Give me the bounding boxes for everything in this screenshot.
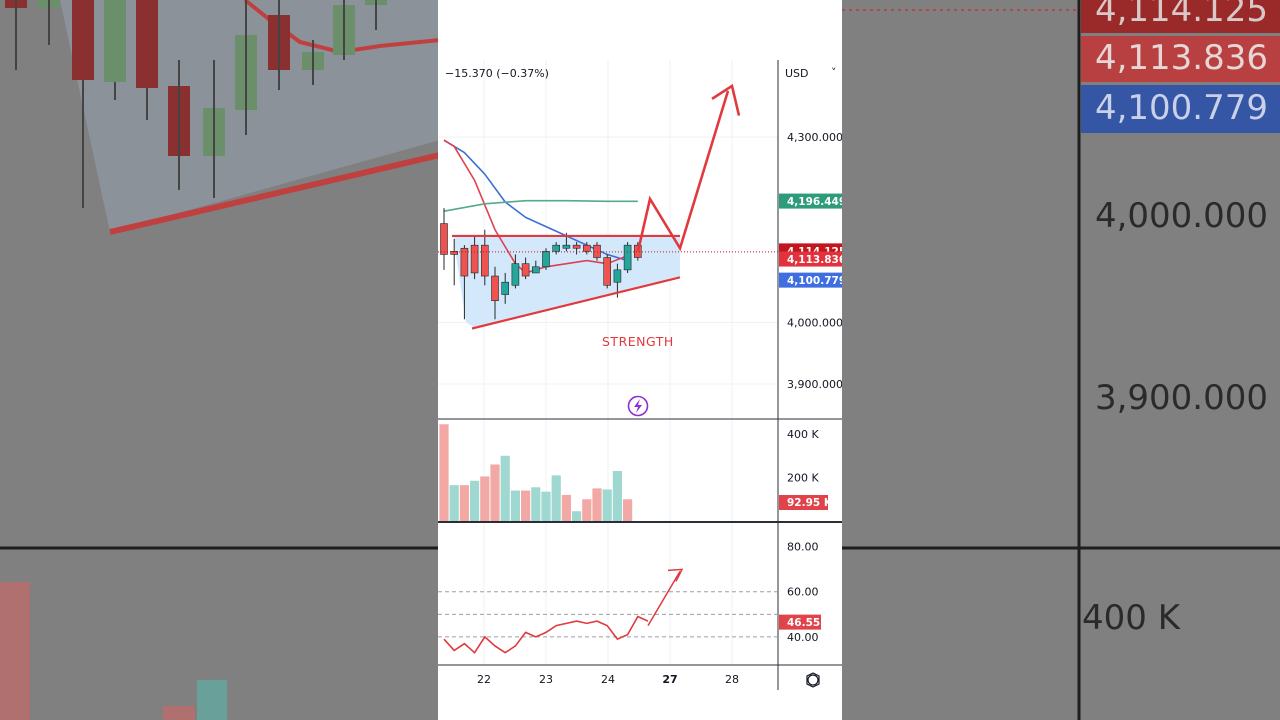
candle-body (532, 266, 540, 274)
gear-icon[interactable] (806, 672, 820, 688)
oscillator-projection (647, 571, 681, 626)
oscillator-tag-label: 46.55 (787, 617, 820, 629)
bg-axis-label-2: 3,900.000 (1094, 378, 1268, 418)
candle-body (450, 251, 458, 255)
candle-body (521, 263, 530, 277)
background-candles (5, 0, 387, 208)
price-tag-label: 4,113.836 (787, 254, 842, 266)
strength-annotation: STRENGTH (602, 334, 674, 349)
volume-bar (490, 464, 500, 521)
volume-bar (510, 490, 520, 521)
candle-body (460, 247, 469, 277)
price-tag (779, 251, 842, 267)
candle-body (562, 244, 571, 249)
candle-body (491, 275, 499, 302)
bg-price-label-3: 4,100.779 (1094, 88, 1268, 128)
price-tick-label: 3,900.000 (787, 378, 842, 391)
bg-volume-axis-label: 400 K (1082, 598, 1180, 638)
candle-body (480, 244, 489, 277)
arrowhead (711, 83, 741, 116)
candle-body (552, 244, 560, 252)
bg-axis-label-1: 4,000.000 (1094, 196, 1268, 236)
volume-tag (779, 495, 828, 510)
volume-bar (439, 424, 449, 521)
candle-body (634, 244, 642, 258)
x-tick-label: 28 (725, 673, 739, 686)
volume-bar (541, 491, 551, 521)
candle-body (542, 251, 550, 268)
candle-body (501, 281, 510, 295)
volume-tick-label: 200 K (787, 472, 819, 485)
currency-label: USD (785, 67, 809, 80)
oscillator-tag (779, 614, 821, 630)
candle-body (613, 269, 622, 283)
chart-panel[interactable]: −15.370 (−0.37%) USD ˅ STRENGTH 4,300.000 4,0… (438, 0, 842, 720)
volume-bar (612, 471, 622, 521)
candle-body (603, 257, 611, 286)
oscillator-tick-label: 60.00 (787, 586, 819, 599)
moving-average-line (443, 199, 638, 213)
candle-body (572, 244, 581, 249)
volume-tick-label: 400 K (787, 428, 819, 441)
oscillator-arrowhead (667, 568, 684, 582)
x-tick-label: 23 (539, 673, 553, 686)
gear-ring (807, 674, 819, 686)
volume-bar (623, 499, 633, 521)
volume-bar (459, 485, 469, 521)
candle-body (593, 244, 601, 258)
volume-tag-label: 92.95 K (787, 497, 833, 509)
volume-bar (531, 487, 541, 521)
candle-body (583, 244, 591, 252)
volume-bar (470, 480, 480, 521)
projection-arrow (636, 90, 730, 252)
volume-bar (561, 494, 571, 521)
bg-price-label-1: 4,114.125 (1094, 0, 1268, 30)
candle-body (440, 223, 448, 255)
volume-bar (521, 490, 531, 521)
x-tick-label: 22 (477, 673, 491, 686)
price-tag (779, 272, 842, 288)
volume-bar (582, 499, 592, 521)
price-tag (779, 193, 842, 209)
price-tag-label: 4,196.449 (787, 196, 842, 208)
volume-bar (551, 475, 561, 521)
x-tick-label: 24 (601, 673, 615, 686)
volume-bar (480, 476, 490, 521)
support-trendline (471, 276, 681, 330)
chevron-down-icon: ˅ (831, 66, 837, 79)
candle-body (511, 263, 520, 286)
price-tick-label: 4,300.000 (787, 131, 842, 144)
oscillator-line (443, 615, 649, 654)
volume-bar (572, 511, 582, 521)
bg-price-label-2: 4,113.836 (1094, 38, 1268, 78)
volume-bar (602, 489, 612, 521)
candle-body (623, 244, 632, 271)
price-tag-label: 4,100.779 (787, 275, 842, 287)
change-readout: −15.370 (−0.37%) (445, 67, 549, 80)
gear-outline (806, 672, 820, 688)
oscillator-tick-label: 40.00 (787, 631, 819, 644)
oscillator-tick-label: 80.00 (787, 541, 819, 554)
lightning-bolt (634, 399, 642, 413)
volume-bar (500, 455, 510, 521)
price-tick-label: 4,000.000 (787, 316, 842, 329)
x-tick-label: 27 (662, 673, 677, 686)
trading-chart[interactable]: −15.370 (−0.37%) USD ˅ STRENGTH 4,300.000 4,0… (438, 0, 842, 720)
candle-body (470, 244, 479, 274)
volume-bar (449, 485, 459, 521)
volume-bar (592, 488, 602, 521)
